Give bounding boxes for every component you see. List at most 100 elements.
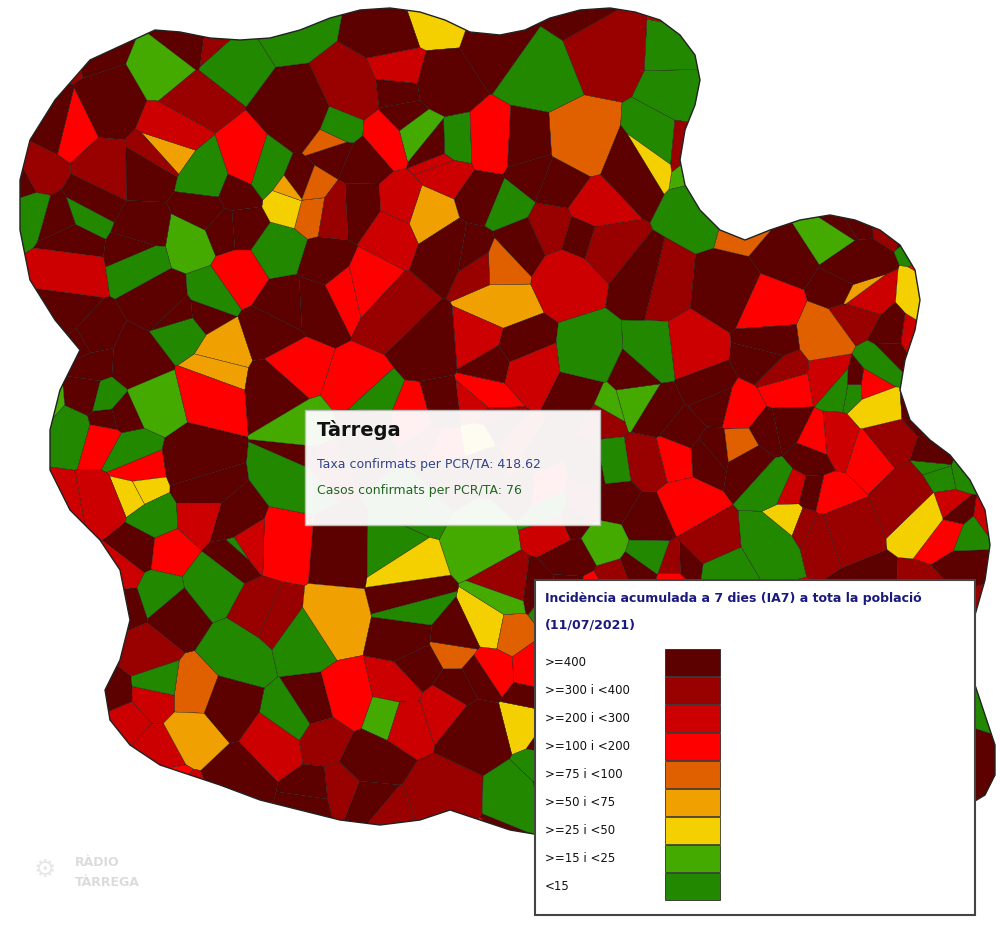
Polygon shape — [452, 306, 503, 369]
Polygon shape — [31, 0, 421, 67]
Polygon shape — [846, 269, 898, 314]
Polygon shape — [294, 197, 325, 239]
Polygon shape — [601, 126, 664, 222]
Polygon shape — [749, 406, 782, 458]
Polygon shape — [743, 44, 798, 90]
Polygon shape — [163, 712, 230, 771]
Polygon shape — [804, 267, 853, 309]
Polygon shape — [482, 759, 542, 835]
Polygon shape — [363, 617, 432, 661]
Polygon shape — [106, 449, 166, 481]
Polygon shape — [830, 838, 877, 897]
Polygon shape — [622, 726, 680, 783]
Polygon shape — [365, 0, 500, 50]
Polygon shape — [630, 0, 791, 33]
Polygon shape — [24, 586, 77, 638]
Polygon shape — [723, 445, 775, 504]
Polygon shape — [644, 20, 725, 71]
Polygon shape — [581, 521, 629, 565]
Polygon shape — [885, 92, 930, 167]
Polygon shape — [372, 848, 403, 910]
Polygon shape — [74, 661, 132, 724]
Polygon shape — [456, 586, 504, 649]
Polygon shape — [474, 406, 528, 425]
Polygon shape — [788, 743, 859, 806]
Polygon shape — [924, 89, 999, 151]
Polygon shape — [660, 680, 715, 733]
Polygon shape — [591, 660, 671, 711]
Polygon shape — [112, 392, 144, 432]
Polygon shape — [147, 588, 213, 653]
Polygon shape — [751, 50, 805, 135]
Polygon shape — [671, 120, 716, 172]
Polygon shape — [908, 47, 1000, 110]
Polygon shape — [846, 106, 886, 172]
Polygon shape — [965, 605, 1000, 634]
Polygon shape — [837, 0, 879, 57]
Polygon shape — [201, 741, 278, 813]
Polygon shape — [367, 509, 430, 578]
Polygon shape — [668, 309, 731, 379]
Polygon shape — [724, 428, 759, 462]
Polygon shape — [276, 764, 327, 799]
Text: ⚙: ⚙ — [34, 858, 56, 882]
Polygon shape — [0, 610, 62, 677]
Polygon shape — [923, 466, 956, 493]
Polygon shape — [821, 550, 898, 647]
Polygon shape — [112, 320, 176, 390]
Polygon shape — [283, 873, 327, 928]
Polygon shape — [412, 0, 639, 41]
Polygon shape — [418, 47, 490, 116]
Polygon shape — [688, 387, 732, 428]
Polygon shape — [931, 550, 1000, 589]
Polygon shape — [776, 469, 806, 505]
Polygon shape — [0, 193, 51, 269]
Polygon shape — [345, 183, 381, 245]
Polygon shape — [498, 312, 558, 362]
Polygon shape — [193, 781, 247, 828]
Polygon shape — [872, 166, 914, 252]
Polygon shape — [397, 425, 442, 468]
Polygon shape — [2, 248, 110, 298]
Polygon shape — [446, 252, 489, 302]
Polygon shape — [910, 429, 962, 464]
Polygon shape — [801, 82, 864, 130]
Polygon shape — [357, 211, 418, 271]
Polygon shape — [0, 0, 175, 33]
Polygon shape — [809, 723, 879, 791]
Polygon shape — [367, 47, 426, 84]
Polygon shape — [858, 18, 897, 61]
Polygon shape — [888, 41, 958, 93]
Polygon shape — [648, 904, 708, 930]
Text: >=200 i <300: >=200 i <300 — [545, 712, 630, 725]
Polygon shape — [62, 174, 126, 222]
Text: >=400: >=400 — [545, 657, 587, 670]
Polygon shape — [691, 789, 740, 853]
Polygon shape — [512, 635, 591, 694]
Polygon shape — [246, 442, 339, 515]
Polygon shape — [556, 308, 623, 382]
Polygon shape — [211, 250, 269, 310]
Polygon shape — [378, 100, 429, 131]
Polygon shape — [238, 305, 306, 361]
Polygon shape — [365, 538, 451, 588]
Polygon shape — [949, 384, 1000, 455]
Polygon shape — [363, 656, 423, 702]
Polygon shape — [878, 708, 942, 781]
Polygon shape — [639, 762, 701, 832]
Polygon shape — [199, 24, 276, 107]
Polygon shape — [714, 167, 777, 257]
Polygon shape — [862, 419, 918, 469]
Polygon shape — [204, 881, 298, 908]
Polygon shape — [531, 249, 609, 323]
Polygon shape — [666, 883, 716, 915]
Polygon shape — [900, 0, 1000, 50]
Polygon shape — [771, 662, 844, 699]
Polygon shape — [259, 677, 310, 740]
Polygon shape — [410, 457, 478, 512]
Polygon shape — [805, 39, 857, 104]
Polygon shape — [685, 592, 758, 633]
Polygon shape — [309, 439, 362, 502]
Polygon shape — [141, 132, 196, 174]
Polygon shape — [165, 214, 216, 273]
